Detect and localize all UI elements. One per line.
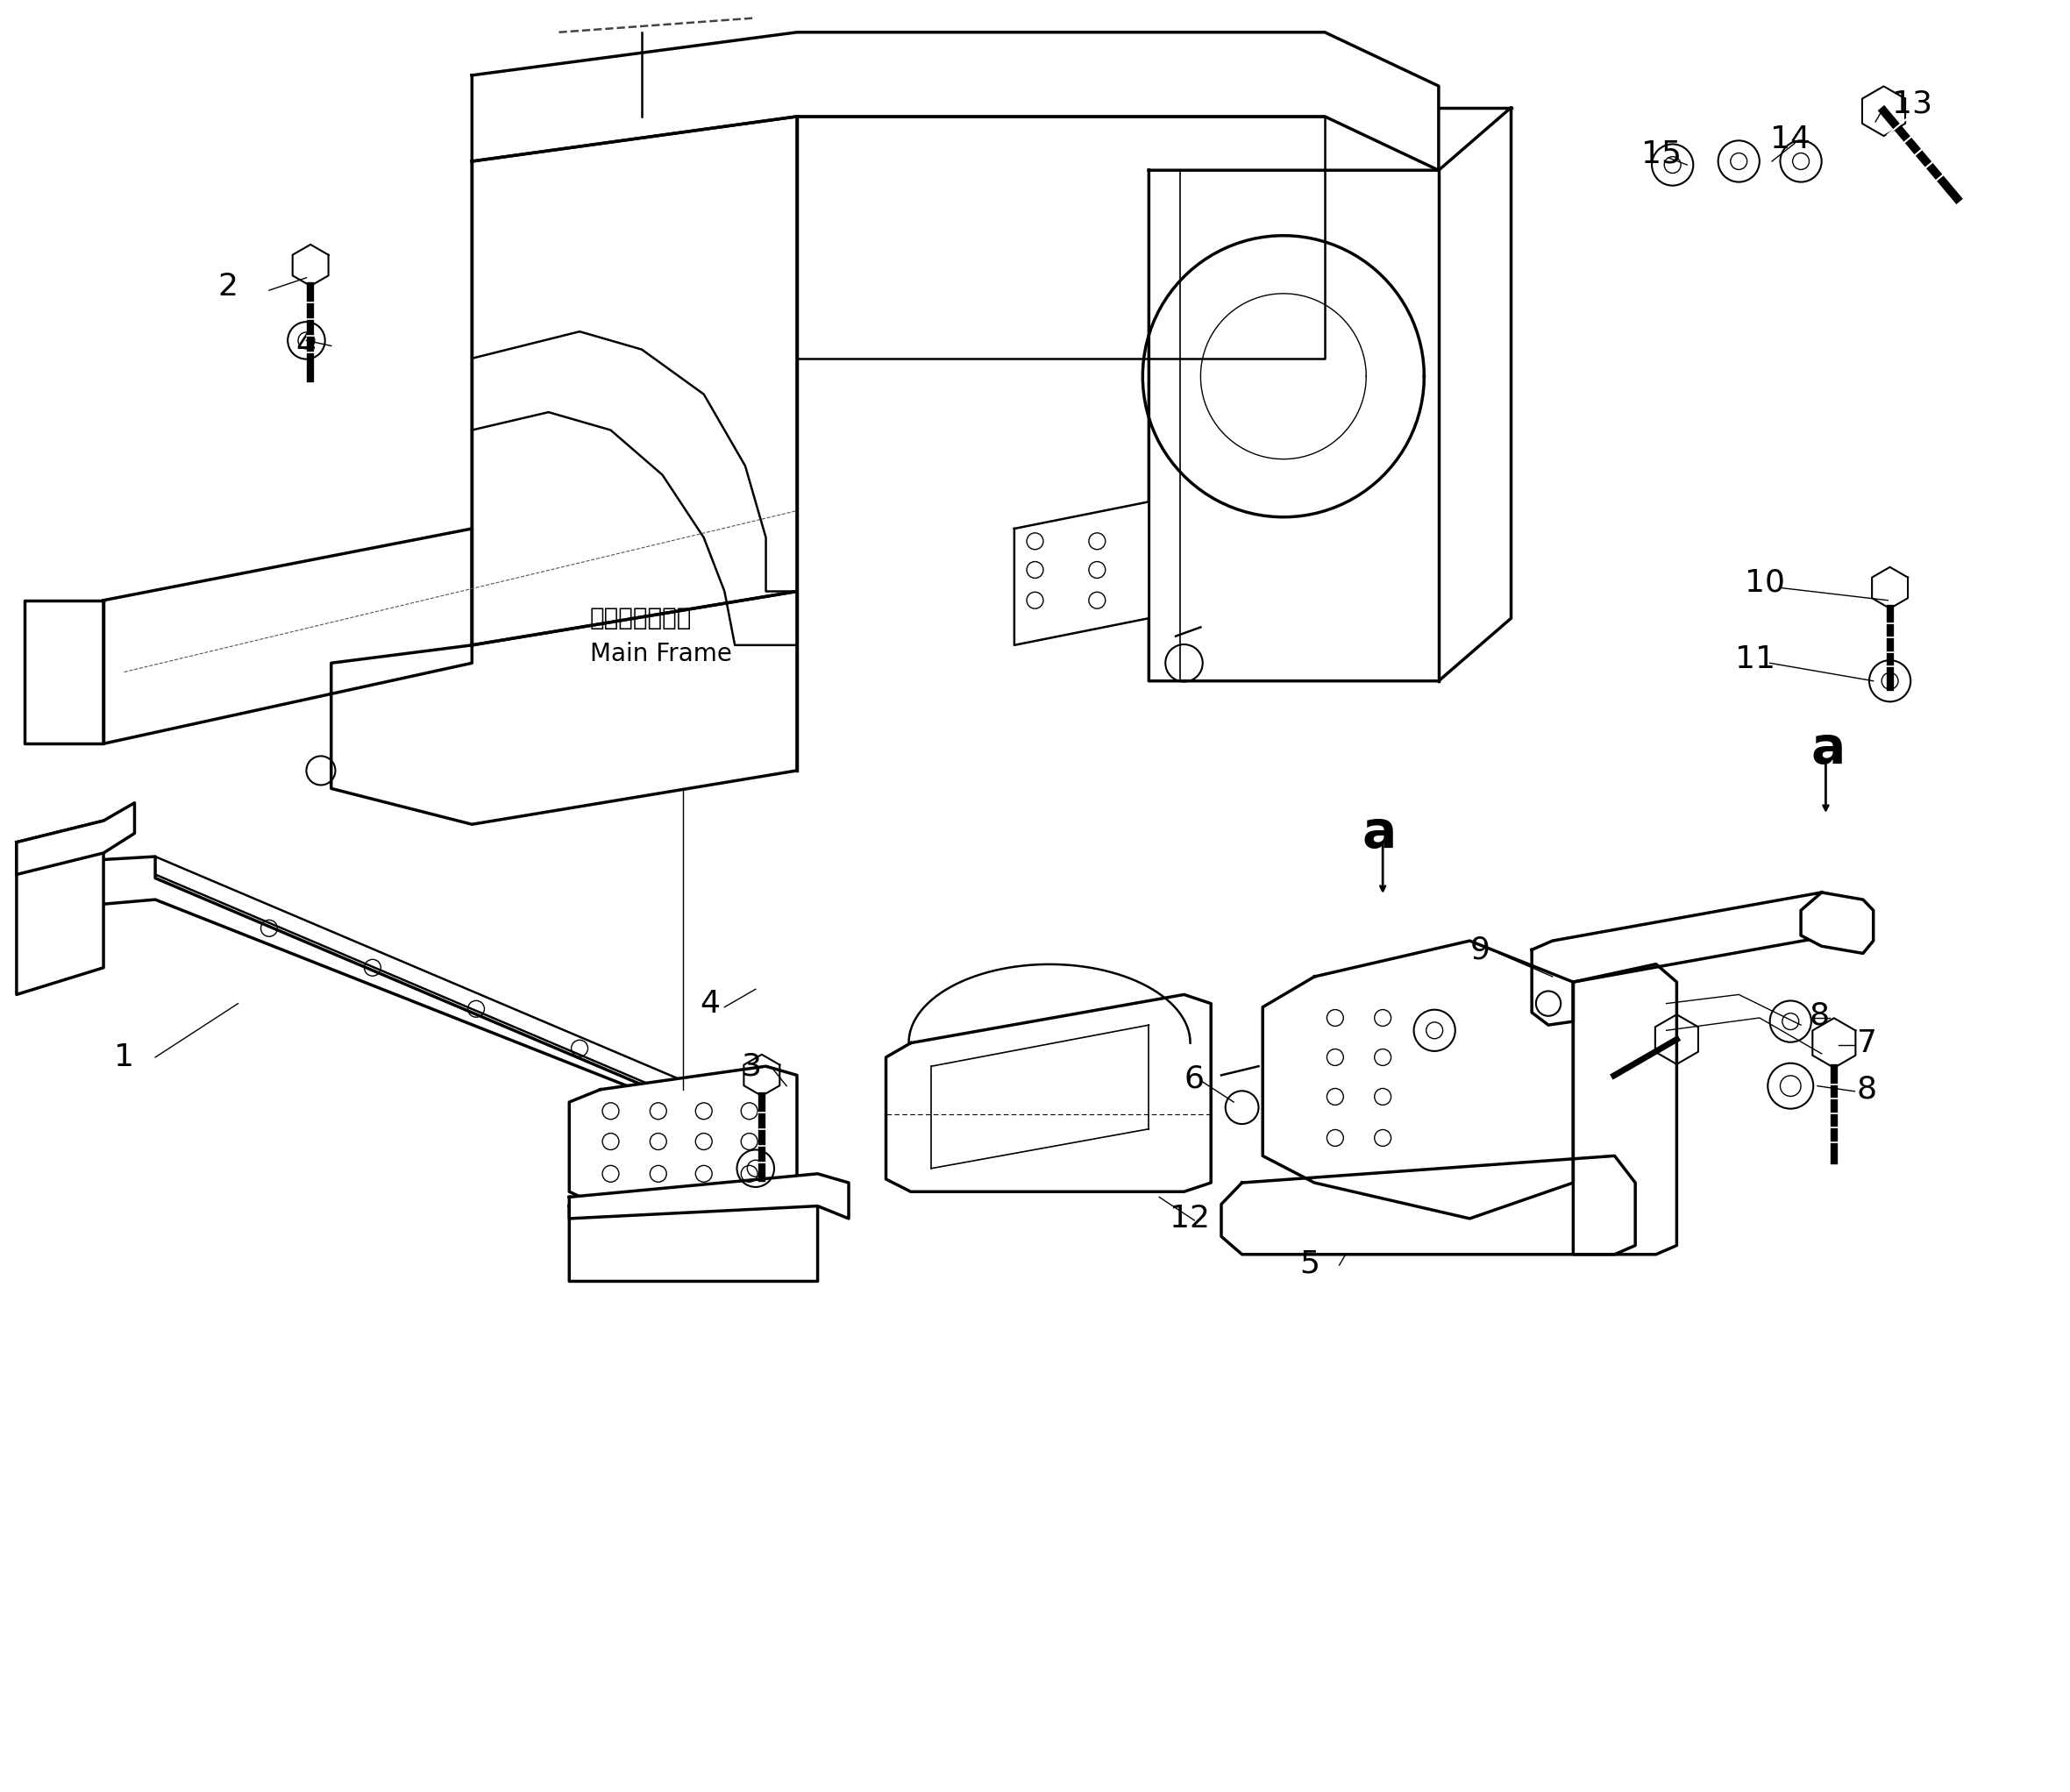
- Polygon shape: [1573, 964, 1677, 1254]
- Polygon shape: [569, 1174, 849, 1219]
- Polygon shape: [1532, 892, 1853, 1025]
- Polygon shape: [1263, 941, 1573, 1219]
- Text: 1: 1: [114, 1043, 135, 1072]
- Text: Main Frame: Main Frame: [590, 642, 733, 667]
- Polygon shape: [25, 600, 104, 744]
- Text: 3: 3: [741, 1052, 762, 1081]
- Polygon shape: [569, 1066, 797, 1206]
- Text: 15: 15: [1642, 140, 1681, 168]
- Text: a: a: [1362, 808, 1397, 858]
- Polygon shape: [886, 995, 1211, 1192]
- Polygon shape: [569, 1197, 818, 1281]
- Polygon shape: [1149, 108, 1511, 681]
- Polygon shape: [331, 591, 797, 824]
- Text: 5: 5: [1300, 1249, 1321, 1278]
- Text: 12: 12: [1170, 1204, 1209, 1233]
- Text: メインフレーム: メインフレーム: [590, 606, 691, 631]
- Text: 2: 2: [217, 272, 238, 301]
- Polygon shape: [1221, 1156, 1635, 1254]
- Text: 7: 7: [1857, 1029, 1877, 1057]
- Text: 11: 11: [1735, 645, 1774, 674]
- Polygon shape: [472, 32, 1439, 170]
- Polygon shape: [17, 803, 135, 874]
- Polygon shape: [104, 529, 472, 744]
- Text: 13: 13: [1892, 90, 1931, 118]
- Polygon shape: [21, 857, 745, 1133]
- Text: 8: 8: [1857, 1075, 1877, 1104]
- Text: 8: 8: [1809, 1002, 1830, 1030]
- Polygon shape: [1014, 502, 1149, 645]
- Text: 4: 4: [700, 989, 720, 1018]
- Polygon shape: [17, 821, 104, 995]
- Text: 14: 14: [1770, 125, 1809, 154]
- Text: 9: 9: [1470, 935, 1490, 964]
- Text: 10: 10: [1745, 568, 1784, 597]
- Polygon shape: [472, 116, 797, 645]
- Text: a: a: [1811, 724, 1846, 774]
- Text: 4: 4: [296, 332, 317, 360]
- Polygon shape: [797, 116, 1325, 358]
- Text: 6: 6: [1184, 1064, 1205, 1093]
- Polygon shape: [1801, 892, 1873, 953]
